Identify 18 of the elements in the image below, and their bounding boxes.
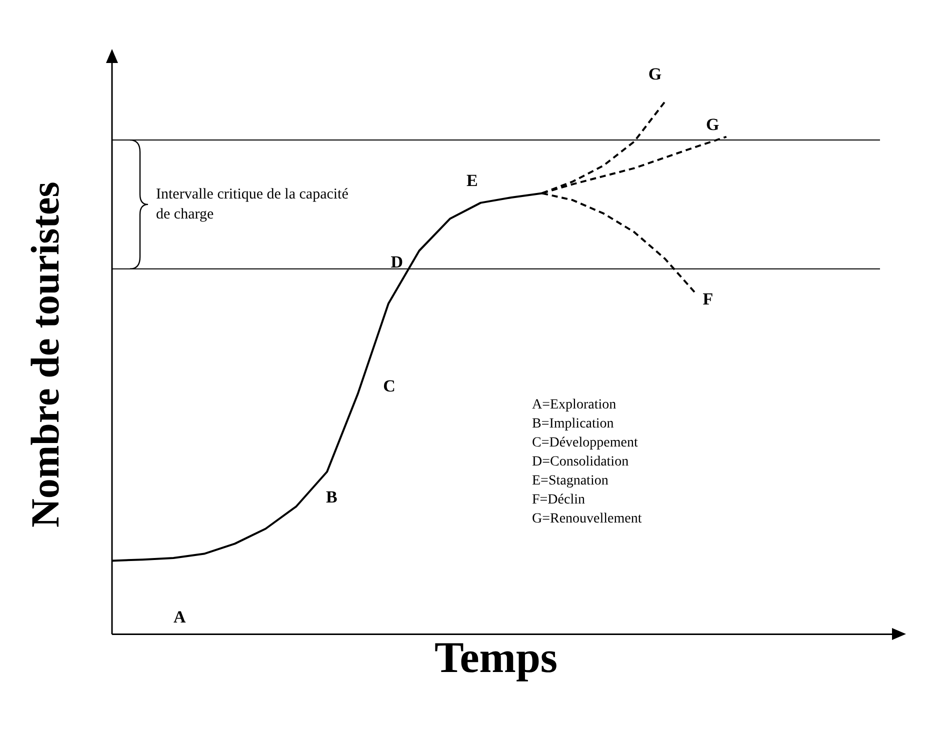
annotation: A [173,608,186,627]
annotation: B [326,487,338,506]
annotation: A=Exploration [532,398,616,413]
annotation: E [466,170,478,190]
annotation: E=Stagnation [532,474,608,489]
annotation: C=Développement [532,436,638,451]
y-axis-title: Nombre de touristes [22,182,68,528]
annotation: B=Implication [532,416,614,432]
text: G [648,64,662,84]
annotation: Intervalle critique de la capacité de charge [156,186,349,222]
annotation: G [706,114,720,134]
annotation: F [702,290,714,309]
annotation: D=Consolidation [532,454,629,470]
annotation: C [383,376,396,396]
annotation: D [390,252,404,272]
annotation: F=Déclin [532,492,585,508]
x-axis-title: Temps [434,632,558,682]
annotation: G=Renouvellement [532,512,642,527]
